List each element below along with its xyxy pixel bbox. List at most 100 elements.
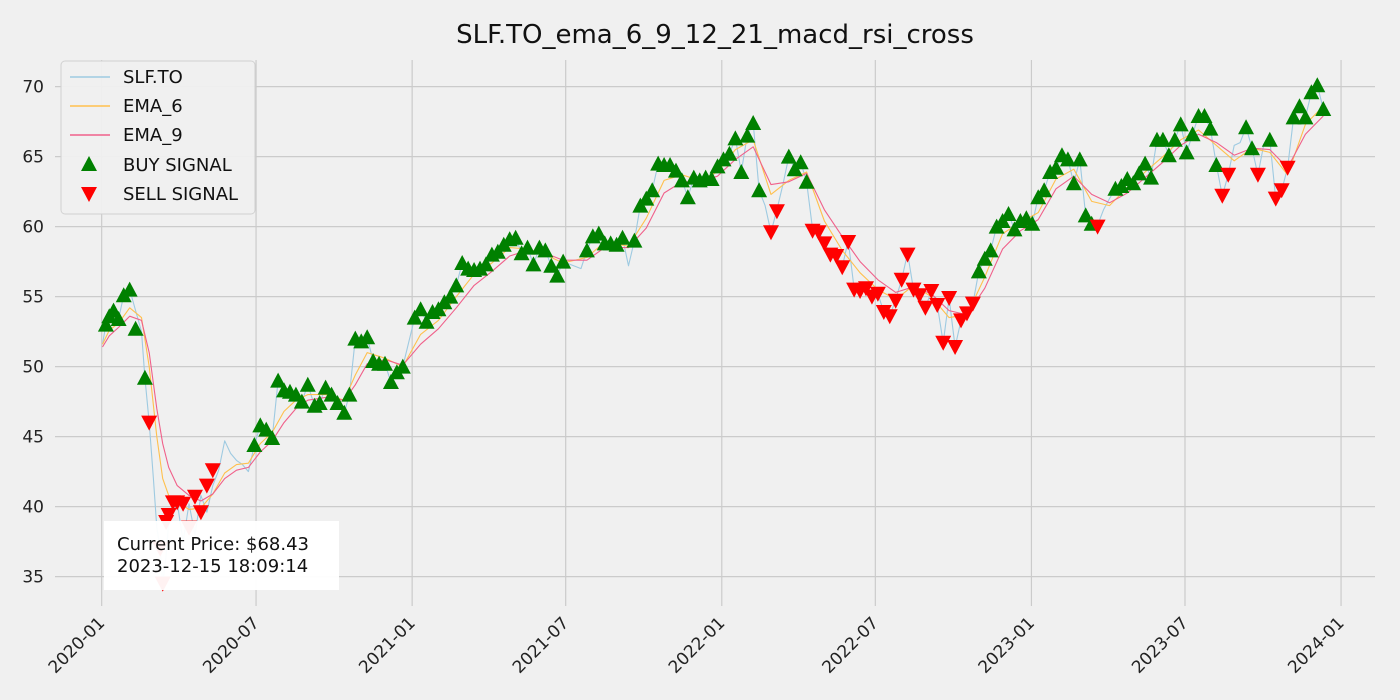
buy-signal-marker — [336, 404, 353, 420]
buy-signal-marker — [418, 313, 435, 329]
buy-signal-marker — [590, 225, 607, 241]
buy-signal-marker — [323, 386, 340, 402]
buy-signal-marker — [703, 171, 720, 186]
buy-signal-marker — [1166, 131, 1183, 147]
buy-signal-marker — [1285, 109, 1302, 125]
annotation-box — [104, 521, 339, 590]
y-tick-label: 45 — [22, 428, 44, 448]
legend-swatch-sell — [81, 187, 97, 202]
sell-signal-marker — [1273, 183, 1290, 199]
buy-signal-marker — [727, 130, 744, 146]
sell-signal-marker — [1214, 188, 1231, 204]
sell-signal-marker — [810, 225, 827, 241]
buy-signal-marker — [751, 182, 768, 198]
y-tick-label: 65 — [22, 148, 44, 168]
sell-signal-marker — [858, 281, 875, 297]
buy-signal-marker — [1024, 215, 1041, 231]
buy-signal-marker — [555, 253, 572, 269]
buy-signal-marker — [448, 277, 465, 293]
buy-signal-marker — [97, 316, 114, 332]
buy-signal-marker — [127, 320, 144, 336]
buy-signal-marker — [412, 301, 429, 317]
buy-signal-marker — [359, 329, 376, 345]
legend-box — [60, 60, 256, 215]
legend: SLF.TO EMA_6 EMA_9 BUY SIGNAL SELL SIGNA… — [60, 60, 256, 215]
buy-signal-marker — [519, 239, 536, 255]
sell-signal-marker — [192, 505, 209, 521]
buy-signal-marker — [733, 164, 750, 179]
buy-signal-marker — [110, 311, 127, 326]
sell-signal-marker — [1220, 167, 1237, 183]
buy-signal-marker — [507, 229, 524, 245]
buy-signal-marker — [1208, 157, 1225, 172]
buy-signal-marker — [1291, 98, 1308, 114]
chart-title: SLF.TO_ema_6_9_12_21_macd_rsi_cross — [456, 20, 974, 50]
ema6-line — [102, 105, 1324, 510]
sell-signal-marker — [911, 288, 928, 304]
y-tick-label: 70 — [22, 78, 44, 98]
buy-signal-marker — [329, 395, 346, 410]
buy-signal-marker — [1178, 144, 1195, 160]
buy-signal-marker — [270, 372, 287, 388]
sell-signal-marker — [935, 335, 952, 351]
sell-signal-marker — [1267, 191, 1284, 207]
buy-signal-marker — [293, 393, 310, 409]
buy-signal-marker — [311, 395, 328, 410]
buy-signal-marker — [970, 263, 987, 279]
y-tick-label: 40 — [22, 498, 44, 518]
buy-signal-marker — [721, 145, 738, 161]
buy-signal-marker — [1297, 109, 1314, 125]
current-price-annotation: Current Price: $68.43 2023-12-15 18:09:1… — [104, 521, 339, 590]
y-tick-label: 60 — [22, 218, 44, 238]
buy-signal-marker — [798, 173, 815, 189]
buy-signal-marker — [1315, 101, 1332, 116]
buy-signal-marker — [1154, 131, 1171, 147]
buy-signal-marker — [1006, 221, 1023, 237]
legend-swatch-buy — [81, 156, 97, 171]
buy-signal-marker — [1309, 77, 1326, 93]
sell-signal-marker — [941, 291, 958, 306]
buy-signal-marker — [477, 256, 494, 272]
buy-signal-marker — [525, 256, 542, 272]
buy-signal-marker — [1243, 140, 1260, 156]
buy-signal-marker — [258, 421, 275, 437]
buy-signal-marker — [406, 309, 423, 325]
sell-signal-marker — [923, 284, 940, 299]
sell-signal-marker — [881, 309, 898, 325]
sell-signal-marker — [198, 478, 215, 494]
buy-signal-marker — [1036, 182, 1053, 198]
buy-signal-marker — [246, 437, 263, 452]
buy-signal-marker — [121, 281, 138, 297]
sell-signal-marker — [929, 298, 946, 313]
buy-signal-marker — [1131, 165, 1148, 181]
buy-signal-marker — [442, 288, 459, 304]
buy-signal-marker — [264, 430, 281, 445]
buy-signal-marker — [792, 154, 809, 170]
buy-signal-marker — [1202, 120, 1219, 136]
legend-label-sell: SELL SIGNAL — [123, 184, 238, 205]
buy-signal-marker — [543, 257, 560, 273]
buy-signal-marker — [739, 127, 756, 143]
buy-signal-marker — [1184, 126, 1201, 142]
sell-signal-marker — [828, 249, 845, 264]
buy-signal-marker — [537, 242, 554, 258]
buy-signal-marker — [341, 386, 358, 402]
buy-signal-marker — [1077, 207, 1094, 223]
buy-signal-marker — [1172, 116, 1189, 132]
buy-signal-marker — [745, 115, 762, 130]
sell-signal-marker — [917, 300, 934, 316]
annotation-line-2: 2023-12-15 18:09:14 — [117, 556, 308, 577]
sell-signal-marker — [816, 236, 833, 252]
buy-signal-marker — [578, 242, 595, 258]
sell-signal-marker — [1249, 167, 1266, 183]
sell-signal-marker — [893, 272, 910, 288]
sell-signal-marker — [175, 496, 192, 512]
sell-signal-marker — [762, 225, 779, 241]
sell-signal-marker — [768, 204, 785, 220]
buy-signal-marker — [626, 232, 643, 248]
buy-signal-marker — [394, 358, 411, 374]
buy-signal-marker — [1065, 175, 1082, 191]
signal-markers — [97, 77, 1332, 592]
buy-signal-marker — [667, 162, 684, 178]
